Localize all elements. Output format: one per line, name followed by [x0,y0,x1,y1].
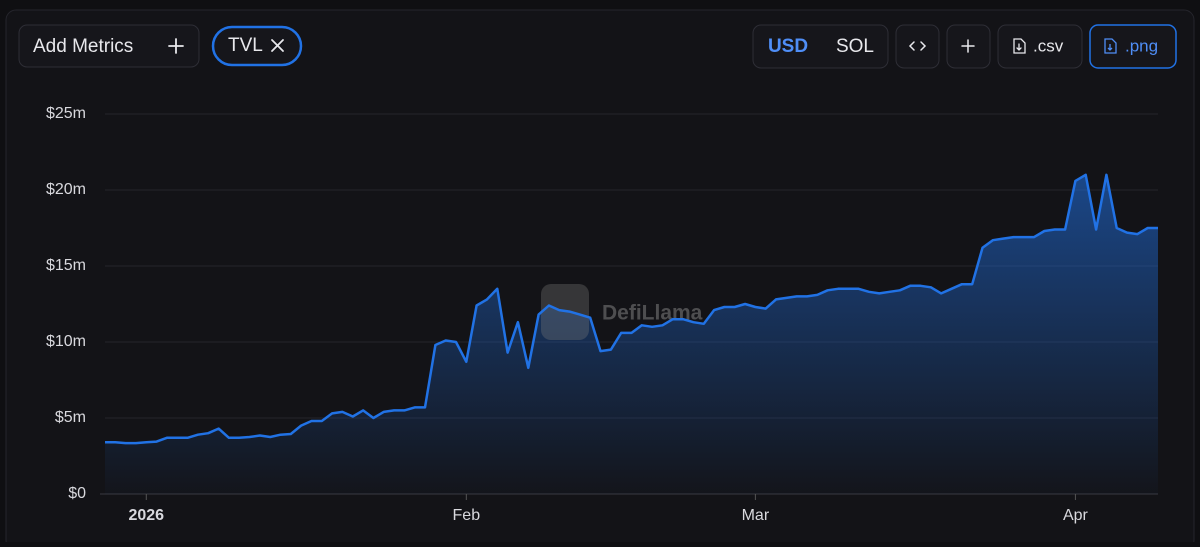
close-icon [271,39,284,52]
csv-button[interactable]: .csv [997,24,1083,69]
csv-label: .csv [1033,36,1064,55]
png-button[interactable]: .png [1089,24,1177,69]
png-label: .png [1125,36,1158,55]
y-tick-label: $10m [46,333,86,350]
add-metrics-button[interactable]: Add Metrics [18,24,200,68]
x-tick-label: Apr [1063,507,1089,524]
y-tick-label: $20m [46,181,86,198]
x-tick-label: Feb [453,507,481,524]
y-tick-label: $0 [68,485,86,502]
add-metrics-label: Add Metrics [33,36,133,57]
currency-toggle: USD SOL [752,24,889,69]
add-button[interactable] [946,24,991,69]
tvl-chip[interactable]: TVL [211,25,303,67]
embed-button[interactable] [895,24,940,69]
sol-option[interactable]: SOL [836,36,874,57]
tvl-chip-label: TVL [228,35,263,56]
usd-option[interactable]: USD [768,36,808,57]
y-tick-label: $15m [46,257,86,274]
plus-icon [168,38,184,54]
line [105,173,1158,445]
y-tick-label: $5m [55,409,86,426]
x-tick-label: 2026 [128,507,164,524]
y-tick-label: $25m [46,105,86,122]
x-tick-label: Mar [742,507,770,524]
